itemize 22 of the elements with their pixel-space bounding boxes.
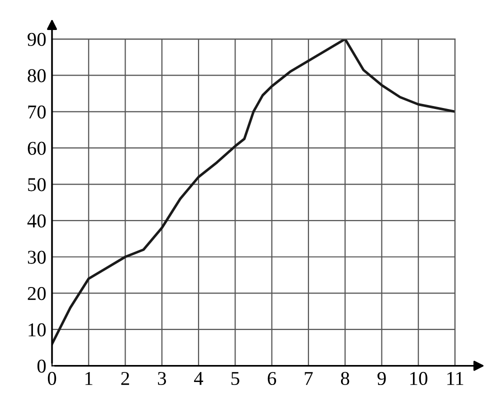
x-tick-label: 9 — [377, 372, 386, 386]
y-tick-label: 60 — [28, 142, 46, 155]
y-tick-label: 0 — [37, 360, 46, 373]
y-tick-label: 80 — [28, 69, 46, 82]
y-tick-label: 10 — [28, 323, 46, 336]
x-tick-label: 0 — [48, 372, 56, 386]
x-tick-label: 10 — [410, 372, 428, 386]
x-tick-label: 11 — [447, 372, 464, 385]
y-tick-label: 30 — [28, 250, 46, 264]
y-tick-label: 70 — [28, 105, 46, 119]
x-tick-label: 1 — [85, 372, 92, 385]
x-tick-label: 2 — [121, 372, 130, 385]
x-tick-label: 4 — [194, 372, 204, 385]
x-tick-label: 8 — [340, 372, 350, 386]
y-tick-label: 20 — [28, 286, 46, 300]
x-tick-label: 5 — [231, 372, 240, 386]
y-tick-label: 50 — [28, 178, 46, 192]
x-tick-label: 7 — [304, 372, 313, 385]
x-tick-label: 6 — [268, 372, 276, 386]
x-tick-label: 3 — [158, 372, 166, 386]
y-tick-label: 90 — [28, 32, 46, 46]
y-tick-label: 40 — [27, 214, 46, 228]
